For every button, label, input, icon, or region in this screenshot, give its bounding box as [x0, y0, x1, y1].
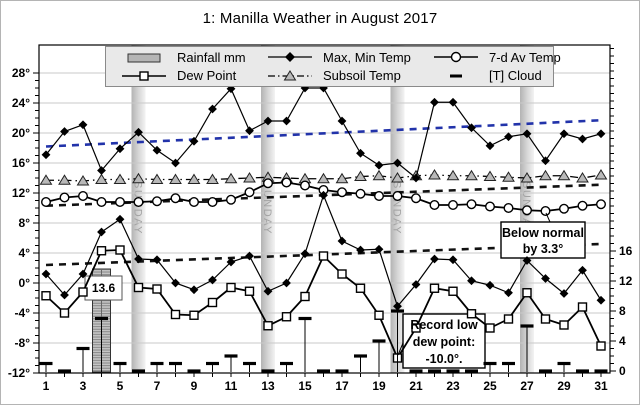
svg-text:25: 25 — [483, 379, 497, 393]
below-normal-line2: by 3.3° — [522, 242, 564, 256]
sunday-band-label: SUNDAY — [132, 181, 144, 235]
legend-item-cloud: [T] Cloud — [428, 68, 561, 83]
legend-label: Dew Point — [177, 68, 237, 84]
svg-text:5: 5 — [117, 379, 124, 393]
svg-text:0°: 0° — [19, 276, 31, 290]
trend-line-max-temp-normal — [45, 118, 602, 148]
svg-text:11: 11 — [225, 379, 238, 393]
svg-text:29: 29 — [557, 379, 571, 393]
record-low-line1: Record low — [410, 318, 478, 332]
svg-text:21: 21 — [409, 379, 423, 393]
svg-text:-8°: -8° — [15, 336, 31, 350]
triangle-marker-icon — [268, 69, 312, 81]
svg-text:20°: 20° — [12, 126, 30, 140]
legend: Rainfall mm Max, Min Temp 7-d Av Temp De… — [105, 46, 561, 87]
svg-text:9: 9 — [191, 379, 198, 393]
svg-text:12°: 12° — [12, 186, 30, 200]
svg-text:8: 8 — [619, 304, 626, 318]
sunday-band-label: SUNDAY — [261, 181, 273, 235]
legend-label: Rainfall mm — [177, 49, 246, 65]
svg-text:24°: 24° — [12, 96, 30, 110]
svg-text:3: 3 — [80, 379, 87, 393]
sunday-band — [390, 45, 405, 373]
svg-text:-12°: -12° — [8, 366, 30, 380]
annotation-record-low-dew-point: Record low dew point: -10.0°. — [403, 314, 485, 371]
svg-text:7: 7 — [154, 379, 161, 393]
svg-text:-4°: -4° — [15, 306, 31, 320]
cloud-dash-icon — [450, 74, 462, 78]
svg-text:4°: 4° — [19, 246, 31, 260]
legend-label: Subsoil Temp — [323, 68, 401, 84]
legend-item-dew-point: Dew Point — [116, 68, 262, 83]
below-normal-line1: Below normal — [502, 226, 584, 240]
svg-text:0: 0 — [619, 364, 626, 378]
svg-text:8°: 8° — [19, 216, 31, 230]
rainfall-bar-icon — [127, 53, 161, 63]
svg-text:23: 23 — [446, 379, 460, 393]
svg-text:16: 16 — [619, 244, 633, 258]
legend-label: [T] Cloud — [489, 68, 542, 84]
rain-value-text: 13.6 — [91, 281, 116, 295]
sunday-band-label: SUNDAY — [391, 181, 403, 235]
record-low-line2: dew point: — [412, 335, 476, 349]
svg-text:12: 12 — [619, 274, 633, 288]
svg-text:28°: 28° — [12, 66, 30, 80]
svg-text:15: 15 — [298, 379, 312, 393]
svg-text:27: 27 — [520, 379, 534, 393]
svg-text:16°: 16° — [12, 156, 30, 170]
legend-item-subsoil-temp: Subsoil Temp — [262, 68, 428, 83]
svg-text:13: 13 — [261, 379, 275, 393]
annotation-below-normal: Below normal by 3.3° — [501, 222, 585, 261]
legend-item-max-min-temp: Max, Min Temp — [262, 50, 428, 65]
svg-text:31: 31 — [594, 379, 608, 393]
circle-marker-icon — [434, 52, 478, 63]
annotation-rain-value: 13.6 — [85, 276, 122, 300]
svg-text:1: 1 — [43, 379, 50, 393]
record-low-line3: -10.0°. — [425, 352, 463, 366]
legend-label: Max, Min Temp — [323, 49, 411, 65]
svg-text:17: 17 — [335, 379, 349, 393]
legend-item-7d-av-temp: 7-d Av Temp — [428, 50, 561, 65]
legend-item-rainfall: Rainfall mm — [116, 50, 262, 65]
svg-text:4: 4 — [619, 334, 626, 348]
svg-text:19: 19 — [372, 379, 386, 393]
chart-title: 1: Manilla Weather in August 2017 — [202, 10, 438, 27]
diamond-marker-icon — [268, 52, 312, 63]
square-marker-icon — [122, 71, 166, 81]
legend-label: 7-d Av Temp — [489, 49, 561, 65]
